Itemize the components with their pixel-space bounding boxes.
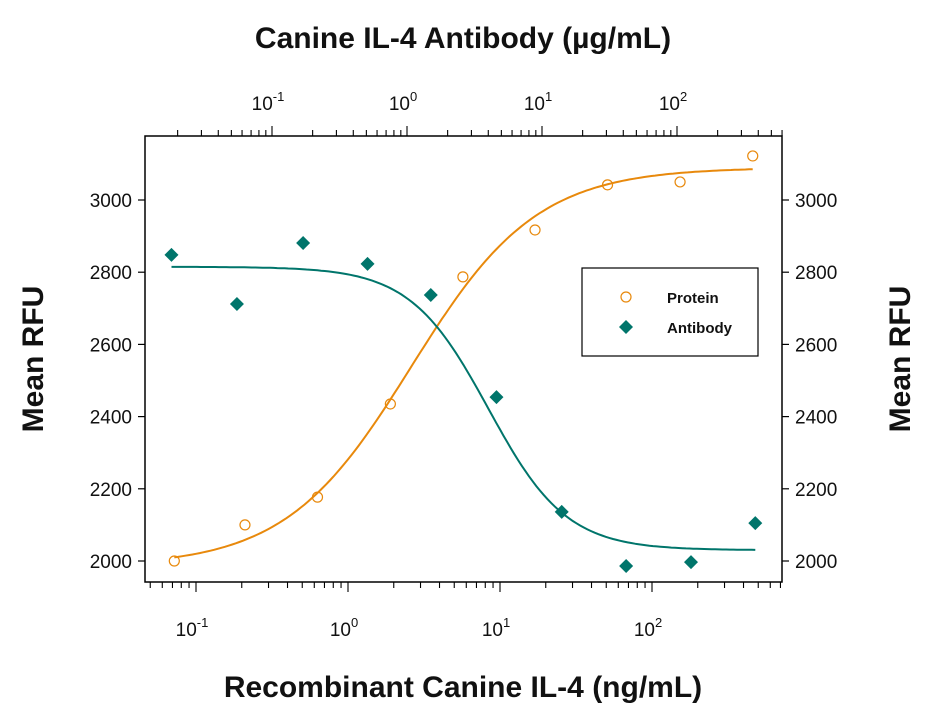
y-tick-label-left: 2800 [90, 263, 132, 284]
legend-protein-marker-icon [620, 291, 632, 303]
protein-data-point [239, 519, 251, 531]
protein-fit-curve [174, 168, 753, 559]
legend-box [581, 267, 759, 357]
protein-data-point [384, 398, 396, 410]
protein-data-point [168, 555, 180, 567]
antibody-data-point [684, 555, 699, 570]
protein-data-point [457, 271, 469, 283]
antibody-data-point [748, 516, 763, 531]
top-x-tick-label: 10-1 [252, 89, 285, 115]
antibody-data-point [164, 247, 179, 262]
protein-data-point [747, 150, 759, 162]
legend: Protein Antibody [581, 267, 759, 357]
y-tick-label-right: 2800 [795, 263, 837, 284]
antibody-data-point [489, 390, 504, 405]
axes: 2000 2000 2200 2200 2400 2400 2600 2600 2800 2800… [90, 89, 838, 641]
antibody-data-point [296, 235, 311, 250]
y-tick-label-left: 2600 [90, 335, 132, 356]
antibody-data-point [229, 296, 244, 311]
right-axis-title: Mean RFU [884, 286, 917, 433]
top-axis-title: Canine IL-4 Antibody (µg/mL) [255, 22, 671, 55]
antibody-fit-curve [171, 265, 756, 551]
data-points [164, 150, 763, 574]
y-tick-label-right: 3000 [795, 191, 837, 212]
legend-antibody-label: Antibody [667, 320, 733, 337]
bottom-x-tick-label: 101 [482, 615, 510, 641]
protein-data-point [674, 176, 686, 188]
fit-curves [171, 168, 756, 559]
protein-data-point [311, 491, 324, 503]
antibody-data-point [619, 559, 634, 574]
y-tick-label-left: 3000 [90, 191, 132, 212]
protein-data-point [529, 224, 541, 236]
plot-frame [144, 135, 783, 583]
left-axis-title: Mean RFU [17, 286, 50, 433]
antibody-data-point [360, 256, 375, 271]
bottom-x-tick-label: 100 [330, 615, 358, 641]
legend-protein-label: Protein [667, 290, 719, 307]
top-x-tick-label: 101 [524, 89, 552, 115]
y-tick-label-left: 2200 [90, 480, 132, 501]
bottom-axis-title: Recombinant Canine IL-4 (ng/mL) [224, 671, 702, 704]
y-tick-label-left: 2000 [90, 552, 132, 573]
y-tick-label-right: 2200 [795, 480, 837, 501]
y-tick-label-left: 2400 [90, 408, 132, 429]
protein-data-point [601, 179, 614, 191]
y-tick-label-right: 2000 [795, 552, 837, 573]
y-tick-label-right: 2600 [795, 335, 837, 356]
legend-antibody-marker-icon [619, 320, 633, 334]
bottom-x-tick-label: 102 [634, 615, 662, 641]
antibody-data-point [554, 504, 569, 519]
bottom-x-tick-label: 10-1 [176, 615, 209, 641]
y-tick-label-right: 2400 [795, 408, 837, 429]
top-x-tick-label: 100 [389, 89, 417, 115]
antibody-data-point [423, 287, 438, 302]
top-x-tick-label: 102 [659, 89, 687, 115]
